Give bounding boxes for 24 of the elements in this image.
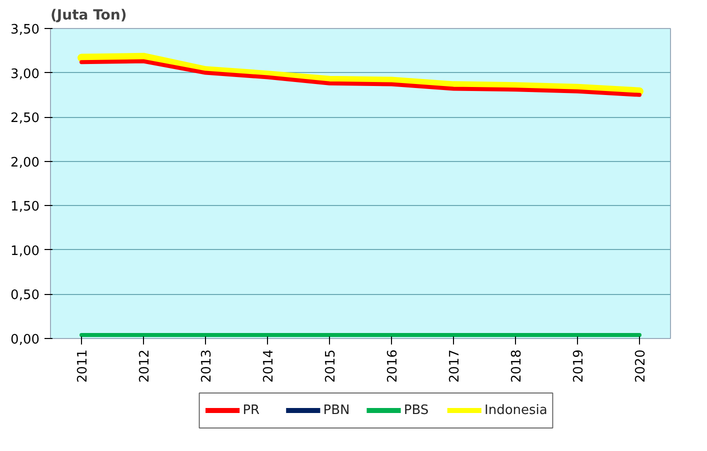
x-tick-label: 2013: [200, 349, 214, 383]
x-tick-label: 2019: [572, 349, 586, 383]
y-axis-title: (Juta Ton): [50, 8, 127, 24]
y-tick-label: 3,50: [10, 22, 40, 38]
legend-label: PBS: [404, 403, 429, 418]
y-tick-label: 0,50: [10, 288, 40, 304]
x-tick-label: 2015: [324, 349, 338, 383]
y-tick-label: 1,50: [10, 200, 40, 215]
x-tick-label: 2018: [510, 349, 524, 383]
y-tick-label: 2,50: [10, 111, 40, 126]
x-tick-label: 2014: [262, 349, 276, 383]
x-tick-label: 2011: [76, 349, 90, 383]
x-tick-label: 2016: [386, 349, 400, 383]
x-tick-label: 2017: [448, 349, 462, 383]
x-tick-label: 2012: [138, 349, 152, 383]
y-tick-label: 3,00: [10, 66, 40, 82]
y-tick-label: 1,00: [10, 244, 40, 259]
y-tick-label: 2,00: [10, 155, 40, 170]
legend-label: Indonesia: [484, 403, 548, 418]
y-tick-label: 0,00: [10, 332, 40, 348]
legend-label: PBN: [323, 403, 350, 418]
x-tick-label: 2020: [634, 349, 648, 383]
line-series: [80, 59, 642, 97]
legend-label: PR: [242, 403, 260, 418]
